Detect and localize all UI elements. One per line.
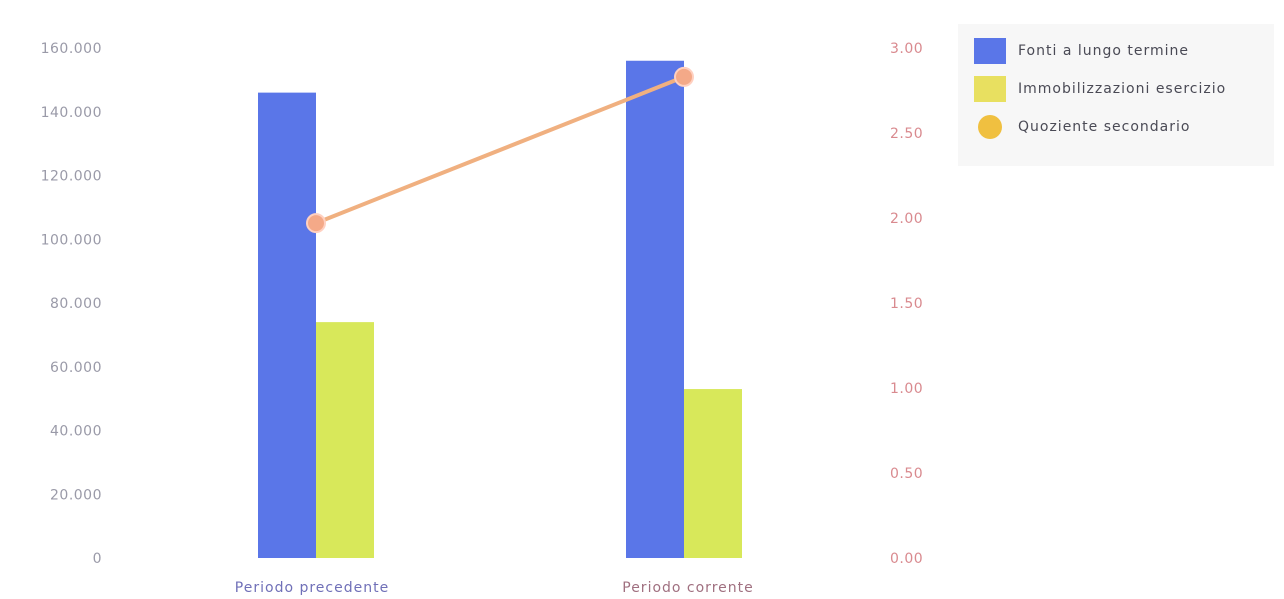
ratio-line-group (306, 66, 694, 234)
left-tick-label: 80.000 (50, 296, 102, 312)
ratio-point (674, 66, 694, 87)
right-axis-ticks: 0.00 0.50 1.00 1.50 2.00 2.50 3.00 (890, 41, 923, 567)
legend-swatch-secondary-ratio (978, 115, 1002, 139)
legend-label-secondary-ratio: Quoziente secondario (1018, 119, 1191, 135)
left-tick-label: 40.000 (50, 424, 102, 440)
ratio-line (314, 74, 686, 226)
legend-swatch-long-term-funds (974, 38, 1006, 64)
left-tick-label: 60.000 (50, 360, 102, 376)
category-labels: Periodo precedente Periodo corrente (235, 580, 753, 596)
bar-long-term-funds (626, 60, 684, 558)
ratio-point (306, 213, 326, 234)
left-tick-label: 20.000 (50, 487, 102, 503)
left-tick-label: 140.000 (41, 105, 102, 121)
legend-item-long-term-funds[interactable]: Fonti a lungo termine (974, 36, 1189, 66)
bar-long-term-funds (258, 92, 316, 558)
legend-label-long-term-funds: Fonti a lungo termine (1018, 43, 1190, 59)
legend-swatch-fixed-assets (974, 76, 1006, 102)
right-tick-label: 2.50 (890, 126, 923, 142)
right-tick-label: 0.00 (890, 551, 923, 567)
right-tick-label: 1.50 (890, 296, 923, 312)
legend: Fonti a lungo termine Immobilizzazioni e… (958, 24, 1274, 166)
bars-group (258, 60, 742, 558)
left-tick-label: 100.000 (41, 232, 102, 248)
category-label: Periodo corrente (622, 580, 753, 596)
legend-item-secondary-ratio[interactable]: Quoziente secondario (974, 112, 1190, 142)
legend-label-fixed-assets: Immobilizzazioni esercizio (1018, 81, 1227, 97)
left-axis-ticks: 0 20.000 40.000 60.000 80.000 100.000 120.000 1… (41, 41, 102, 567)
left-tick-label: 0 (93, 551, 102, 567)
left-tick-label: 120.000 (41, 169, 102, 185)
legend-item-fixed-assets[interactable]: Immobilizzazioni esercizio (974, 74, 1226, 104)
bar-fixed-assets (684, 389, 742, 558)
right-tick-label: 0.50 (890, 466, 923, 482)
bar-fixed-assets (316, 322, 374, 558)
category-label: Periodo precedente (235, 580, 389, 596)
left-tick-label: 160.000 (41, 41, 102, 57)
right-tick-label: 1.00 (890, 381, 923, 397)
right-tick-label: 2.00 (890, 211, 923, 227)
right-tick-label: 3.00 (890, 41, 923, 57)
